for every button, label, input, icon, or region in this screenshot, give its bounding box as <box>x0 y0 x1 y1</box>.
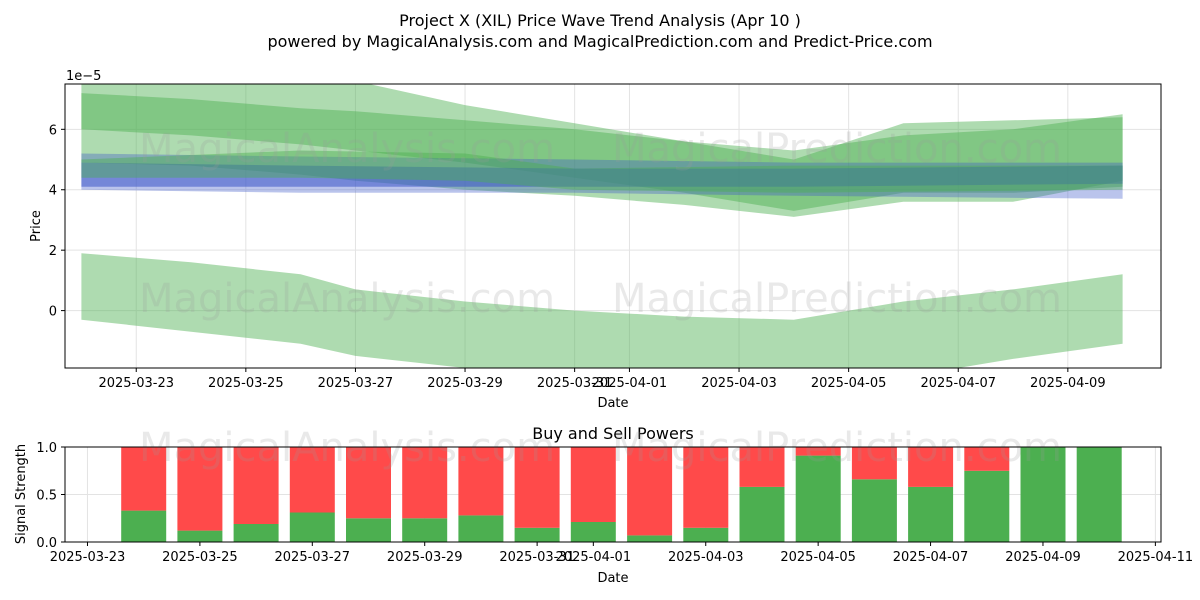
sell-bar <box>851 447 897 480</box>
bottom-y-tick-label: 1.0 <box>36 441 57 456</box>
buy-bar <box>402 518 448 543</box>
sell-bar <box>683 447 729 528</box>
bottom-x-tick-label: 2025-03-23 <box>50 550 126 565</box>
bottom-x-tick-label: 2025-04-07 <box>893 550 969 565</box>
bottom-x-tick-label: 2025-03-29 <box>387 550 463 565</box>
buy-bar <box>1020 447 1066 542</box>
watermark-bottom-left: MagicalAnalysis.com <box>139 425 555 471</box>
chart-subtitle: powered by MagicalAnalysis.com and Magic… <box>267 32 932 51</box>
sell-bar <box>121 447 167 511</box>
bottom-x-tick-label: 2025-04-01 <box>556 550 632 565</box>
buy-sell-chart: Buy and Sell Powers MagicalAnalysis.com … <box>14 424 1193 586</box>
top-y-tick-label: 2 <box>49 244 57 259</box>
bottom-x-tick-label: 2025-04-09 <box>1005 550 1081 565</box>
top-x-tick-label: 2025-03-25 <box>208 376 284 391</box>
bottom-y-tick-label: 0.5 <box>36 489 57 504</box>
buy-bar <box>627 535 673 542</box>
buy-bar <box>739 486 785 542</box>
sell-bar <box>795 447 841 456</box>
sell-bar <box>402 447 448 519</box>
watermark-top-left: MagicalAnalysis.com <box>139 126 555 172</box>
price-bands <box>81 84 1123 368</box>
watermark-top-right: MagicalPrediction.com <box>612 126 1062 172</box>
buy-bar <box>964 470 1010 543</box>
buy-bar <box>121 510 167 542</box>
watermark-mid-left: MagicalAnalysis.com <box>139 276 555 322</box>
top-x-tick-label: 2025-04-09 <box>1030 376 1106 391</box>
top-x-tick-label: 2025-04-03 <box>701 376 777 391</box>
chart-title: Project X (XIL) Price Wave Trend Analysi… <box>399 11 801 30</box>
top-x-tick-label: 2025-04-01 <box>592 376 668 391</box>
sell-bar <box>458 447 504 516</box>
bottom-chart-title: Buy and Sell Powers <box>532 424 694 443</box>
sell-bar <box>177 447 223 531</box>
bottom-y-tick-label: 0.0 <box>36 536 57 551</box>
sell-bar <box>514 447 560 528</box>
top-y-axis-label: Price <box>29 210 44 242</box>
bottom-x-tick-label: 2025-03-27 <box>275 550 351 565</box>
top-x-axis-label: Date <box>597 396 628 411</box>
watermark-bottom-right: MagicalPrediction.com <box>612 425 1062 471</box>
sell-bar <box>346 447 391 519</box>
signal-bars <box>121 447 1122 543</box>
buy-bar <box>177 530 223 542</box>
sell-bar <box>233 447 279 524</box>
y-multiplier-label: 1e−5 <box>66 69 101 84</box>
top-y-tick-label: 4 <box>49 184 57 199</box>
top-x-tick-label: 2025-04-07 <box>920 376 996 391</box>
buy-bar <box>1076 447 1122 542</box>
price-band-green-3 <box>81 253 1123 368</box>
bottom-x-tick-label: 2025-03-25 <box>162 550 238 565</box>
top-grid <box>65 84 1161 368</box>
buy-bar <box>346 518 391 543</box>
watermark-mid-right: MagicalPrediction.com <box>612 276 1062 322</box>
sell-bar <box>964 447 1010 471</box>
top-ticks: 2025-03-23 2025-03-25 2025-03-27 2025-03-29… <box>49 123 1106 391</box>
top-x-tick-label: 2025-03-31 <box>537 376 613 391</box>
top-x-tick-label: 2025-03-29 <box>427 376 503 391</box>
top-y-tick-label: 0 <box>49 305 57 320</box>
bottom-x-tick-label: 2025-04-05 <box>780 550 856 565</box>
top-x-tick-label: 2025-03-27 <box>318 376 394 391</box>
top-x-tick-label: 2025-04-05 <box>811 376 887 391</box>
buy-bar <box>683 527 729 543</box>
buy-bar <box>851 479 897 542</box>
sell-bar <box>908 447 954 487</box>
sell-bar <box>289 447 335 513</box>
top-y-tick-label: 6 <box>49 123 57 138</box>
sell-bar <box>739 447 785 487</box>
price-wave-chart: MagicalAnalysis.com MagicalPrediction.co… <box>29 69 1162 411</box>
buy-bar <box>795 455 841 542</box>
top-x-tick-label: 2025-03-23 <box>98 376 174 391</box>
buy-bar <box>908 486 954 542</box>
bottom-x-axis-label: Date <box>597 571 628 586</box>
top-axes-frame <box>64 83 1162 369</box>
price-band-blue-5 <box>81 162 1123 187</box>
bottom-x-tick-label: 2025-03-31 <box>499 550 575 565</box>
bottom-y-axis-label: Signal Strength <box>14 444 29 544</box>
buy-bar <box>570 522 616 542</box>
sell-bar <box>627 447 673 536</box>
bottom-x-tick-label: 2025-04-03 <box>668 550 744 565</box>
buy-bar <box>233 524 279 542</box>
buy-bar <box>289 512 335 542</box>
buy-bar <box>514 527 560 543</box>
bottom-x-tick-label: 2025-04-11 <box>1118 550 1194 565</box>
price-band-green-6 <box>81 150 1123 193</box>
sell-bar <box>570 447 616 522</box>
bottom-ticks: 2025-03-23 2025-03-25 2025-03-27 2025-03-29… <box>36 441 1193 565</box>
buy-bar <box>458 515 504 542</box>
